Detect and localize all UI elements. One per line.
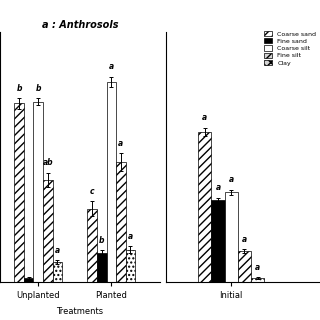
Text: c: c xyxy=(90,187,94,196)
Bar xyxy=(225,192,238,282)
Bar xyxy=(43,180,52,282)
Bar xyxy=(251,278,264,282)
Bar xyxy=(126,250,135,282)
Bar xyxy=(212,200,225,282)
Bar xyxy=(198,132,212,282)
Title: a : Anthrosols: a : Anthrosols xyxy=(42,20,118,30)
Text: a: a xyxy=(242,235,247,244)
Bar xyxy=(238,251,251,282)
Text: a: a xyxy=(228,175,234,184)
Text: a: a xyxy=(55,246,60,255)
Bar xyxy=(52,262,62,282)
Bar xyxy=(97,253,107,282)
Text: a: a xyxy=(202,113,207,122)
Bar xyxy=(107,82,116,282)
Legend: Coarse sand, Fine sand, Coarse silt, Fine silt, Clay: Coarse sand, Fine sand, Coarse silt, Fin… xyxy=(263,30,317,66)
Text: b: b xyxy=(99,236,105,245)
Bar xyxy=(34,101,43,282)
Text: b: b xyxy=(16,84,22,92)
Text: b: b xyxy=(36,84,41,92)
Text: a: a xyxy=(109,62,114,71)
Text: a: a xyxy=(215,183,220,192)
Text: ab: ab xyxy=(43,158,53,167)
Text: a: a xyxy=(118,139,124,148)
Text: a: a xyxy=(128,232,133,241)
Bar xyxy=(14,103,24,282)
Text: a: a xyxy=(255,263,260,272)
Text: Treatments: Treatments xyxy=(56,307,104,316)
Bar xyxy=(24,278,34,282)
Bar xyxy=(87,209,97,282)
Bar xyxy=(116,162,126,282)
